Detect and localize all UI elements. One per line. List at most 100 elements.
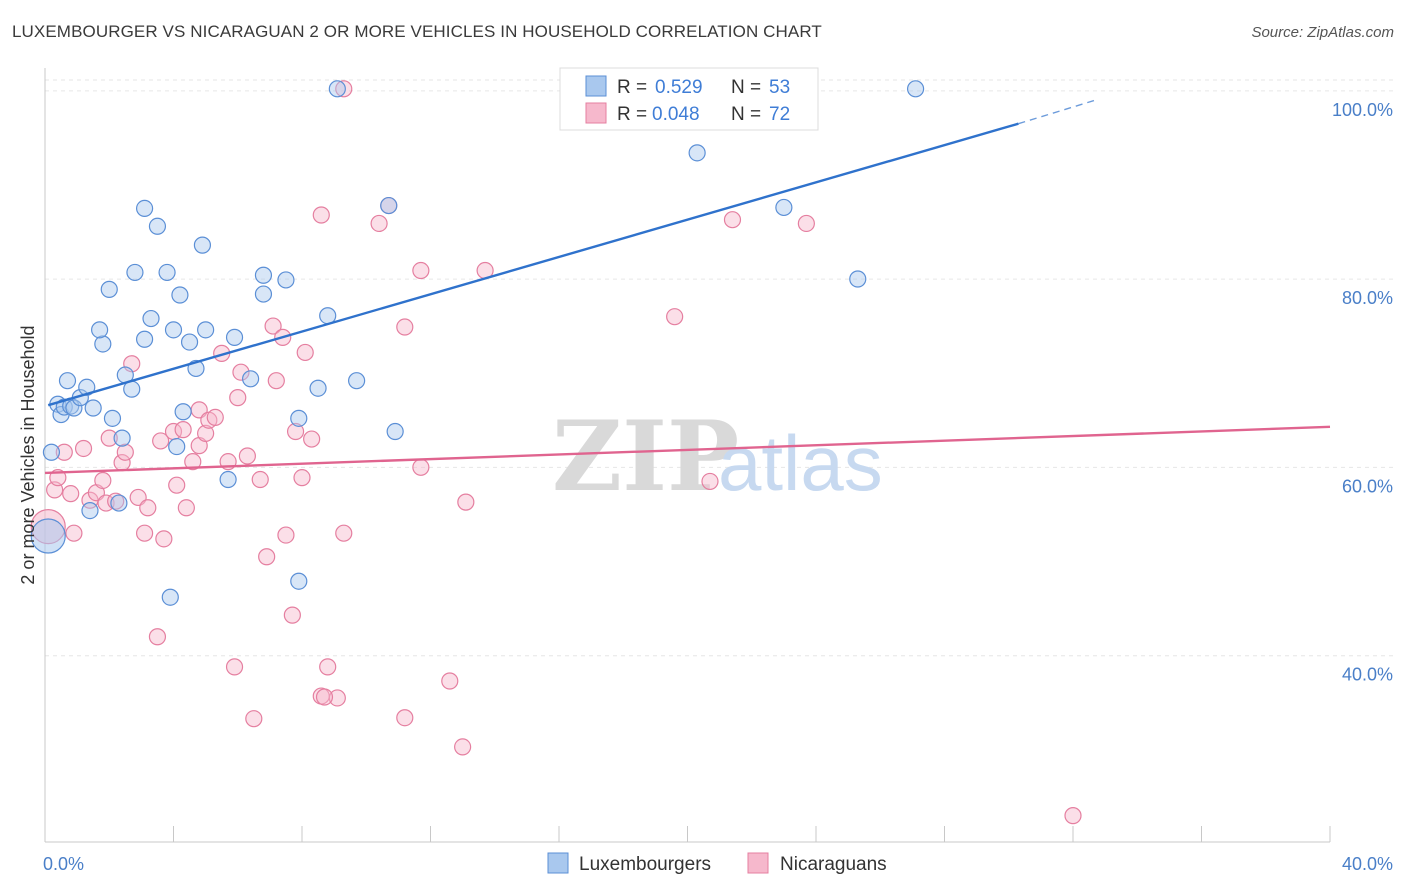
nicaraguan-point: [296, 343, 314, 362]
correlation-legend: R = 0.529 N = 53 R = 0.048 N = 72: [559, 67, 819, 131]
nicaraguan-point: [184, 453, 202, 471]
luxembourger-trend-line: [47, 122, 1019, 407]
nicaraguan-point: [232, 363, 250, 381]
nicaraguan-point: [701, 472, 719, 491]
nicaraguan-point: [174, 421, 192, 439]
nicaraguan-point: [412, 261, 430, 280]
nicaraguan-point: [441, 672, 459, 690]
nicaraguan-point: [206, 408, 224, 426]
luxembourger-point: [290, 409, 308, 427]
y-tick-label: 80.0%: [1342, 288, 1393, 308]
luxembourger-point: [161, 588, 179, 606]
luxembourger-point: [110, 494, 128, 512]
nicaraguan-point: [264, 317, 282, 335]
luxembourger-point: [309, 379, 327, 397]
luxembourger-point: [277, 271, 295, 289]
luxembourger-point: [380, 196, 398, 215]
nicaraguan-point: [245, 710, 263, 728]
legend-r-value-pink: 0.048: [652, 104, 700, 125]
luxembourger-point: [65, 399, 83, 417]
legend-r-label-blue: R =: [617, 77, 647, 98]
nicaraguan-point: [293, 469, 311, 487]
nicaraguan-point: [65, 524, 83, 542]
nicaraguan-point: [370, 214, 388, 233]
nicaraguan-point: [229, 389, 247, 407]
nicaraguan-point: [666, 308, 684, 326]
luxembourger-point: [81, 502, 99, 520]
nicaraguan-point: [267, 372, 285, 390]
luxembourger-point: [180, 333, 199, 351]
nicaraguan-point: [335, 524, 353, 542]
nicaraguan-point: [100, 429, 118, 447]
legend-luxembourgers-swatch: [547, 852, 569, 874]
luxembourger-point: [113, 429, 131, 447]
nicaraguan-point: [303, 430, 321, 448]
series-luxembourgers: [30, 80, 925, 606]
legend-n-label-pink: N =: [731, 104, 761, 125]
nicaraguan-point: [335, 80, 353, 98]
legend-nicaraguans-swatch: [747, 852, 769, 874]
watermark-zip: ZIP: [552, 400, 739, 513]
nicaraguan-point: [328, 689, 346, 707]
luxembourger-point: [42, 443, 61, 461]
nicaraguan-point: [152, 432, 170, 450]
x-tick-label: 0.0%: [43, 854, 84, 874]
nicaraguan-trend-line: [44, 425, 1331, 475]
nicaraguan-point: [135, 524, 154, 542]
nicaraguan-point: [139, 499, 157, 517]
luxembourger-point: [328, 80, 346, 98]
luxembourger-point: [78, 378, 96, 396]
luxembourger-point: [348, 372, 366, 390]
luxembourger-point: [100, 280, 118, 298]
luxembourger-point: [126, 263, 144, 282]
luxembourger-point: [168, 437, 186, 456]
series-legend: Luxembourgers Nicaraguans: [547, 852, 887, 875]
luxembourger-point: [254, 266, 273, 284]
nicaraguan-point: [312, 206, 330, 224]
nicaraguan-point: [412, 458, 430, 476]
nicaraguan-point: [148, 628, 167, 646]
luxembourger-point: [58, 372, 77, 390]
luxembourger-point: [849, 270, 867, 288]
nicaraguan-point: [197, 424, 215, 443]
legend-swatch-pink: [585, 102, 607, 124]
luxembourger-point: [197, 321, 215, 339]
source-label: Source: ZipAtlas.com: [1251, 24, 1394, 41]
nicaraguan-point: [74, 439, 93, 458]
luxembourger-point: [84, 399, 102, 417]
luxembourger-point: [103, 409, 122, 427]
luxembourger-point: [688, 144, 706, 162]
luxembourger-point: [193, 236, 212, 254]
nicaraguan-point: [315, 688, 334, 706]
nicaraguan-point: [277, 526, 295, 544]
nicaraguan-point: [1064, 807, 1082, 825]
luxembourger-point: [30, 518, 66, 554]
luxembourger-point: [242, 370, 260, 388]
x-tick-labels: 0.0% 40.0%: [43, 854, 1393, 874]
nicaraguan-point: [797, 214, 815, 233]
trend-lines: [44, 99, 1331, 475]
nicaraguan-point: [258, 548, 276, 566]
nicaraguan-point: [62, 485, 80, 503]
nicaraguan-point: [116, 443, 134, 461]
luxembourger-point: [135, 199, 154, 217]
nicaraguan-point: [238, 447, 256, 465]
nicaraguan-point: [457, 493, 475, 511]
luxembourger-point: [142, 309, 160, 328]
legend-r-value-blue: 0.529: [655, 77, 703, 98]
nicaraguan-point: [94, 471, 112, 490]
chart-title: LUXEMBOURGER VS NICARAGUAN 2 OR MORE VEH…: [12, 22, 822, 41]
luxembourger-point: [906, 80, 925, 98]
nicaraguan-point: [251, 470, 269, 489]
legend-n-label-blue: N =: [731, 77, 761, 98]
luxembourger-point: [94, 335, 112, 353]
x-tick-label: 40.0%: [1342, 854, 1393, 874]
y-tick-label: 60.0%: [1342, 476, 1393, 496]
legend-n-value-blue: 53: [769, 77, 790, 98]
luxembourger-point: [290, 572, 308, 590]
legend-nicaraguans-label: Nicaraguans: [780, 854, 887, 875]
luxembourger-point: [775, 198, 793, 217]
nicaraguan-point: [155, 530, 173, 548]
nicaraguan-point: [396, 709, 414, 727]
